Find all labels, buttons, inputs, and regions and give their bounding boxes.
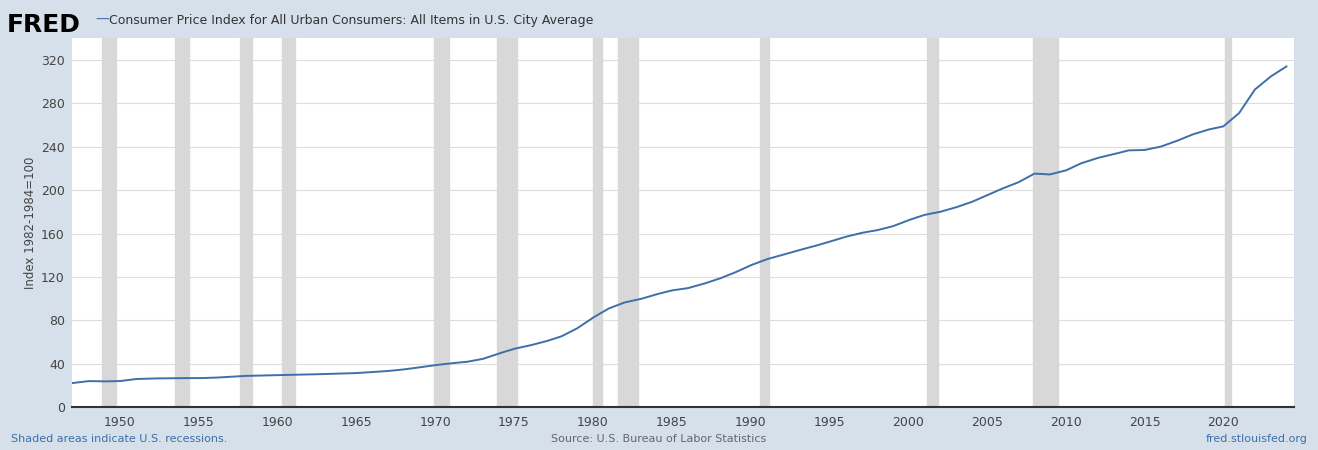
Bar [282, 38, 295, 407]
Bar [760, 38, 770, 407]
Bar [103, 38, 116, 407]
Text: FRED: FRED [7, 14, 80, 37]
Text: Shaded areas indicate U.S. recessions.: Shaded areas indicate U.S. recessions. [11, 434, 227, 444]
Text: Source: U.S. Bureau of Labor Statistics: Source: U.S. Bureau of Labor Statistics [551, 434, 767, 444]
Bar [593, 38, 602, 407]
Bar [1032, 38, 1058, 407]
Bar [1224, 38, 1231, 407]
Text: fred.stlouisfed.org: fred.stlouisfed.org [1206, 434, 1307, 444]
Bar [497, 38, 517, 407]
Text: —: — [95, 13, 108, 27]
Text: Consumer Price Index for All Urban Consumers: All Items in U.S. City Average: Consumer Price Index for All Urban Consu… [109, 14, 594, 27]
Bar [434, 38, 449, 407]
Bar [618, 38, 638, 407]
Bar [175, 38, 190, 407]
Bar [927, 38, 938, 407]
Y-axis label: Index 1982-1984=100: Index 1982-1984=100 [24, 157, 37, 289]
Bar [240, 38, 252, 407]
